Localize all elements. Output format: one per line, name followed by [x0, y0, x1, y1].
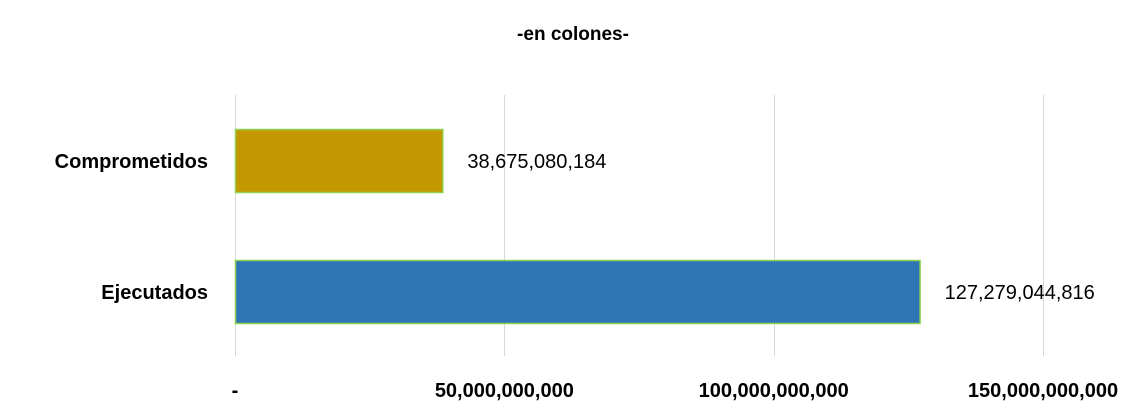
- x-tick-label: 50,000,000,000: [435, 380, 574, 402]
- x-tick-label: 150,000,000,000: [968, 380, 1118, 402]
- category-label-comprometidos: Comprometidos: [55, 151, 208, 173]
- x-axis-tick-labels: - 50,000,000,000 100,000,000,000 150,000,00…: [232, 380, 1118, 402]
- chart-title: -en colones-: [517, 24, 629, 45]
- bar-comprometidos: [234, 128, 444, 194]
- category-labels: Comprometidos Ejecutados: [55, 151, 208, 304]
- bar-ejecutados: [234, 259, 921, 325]
- data-label-ejecutados: 127,279,044,816: [945, 282, 1095, 304]
- bars: [234, 128, 921, 325]
- data-label-comprometidos: 38,675,080,184: [467, 151, 606, 173]
- x-tick-label: -: [232, 380, 239, 402]
- data-labels: 38,675,080,184 127,279,044,816: [467, 151, 1094, 304]
- x-tick-label: 100,000,000,000: [699, 380, 849, 402]
- category-label-ejecutados: Ejecutados: [101, 282, 208, 304]
